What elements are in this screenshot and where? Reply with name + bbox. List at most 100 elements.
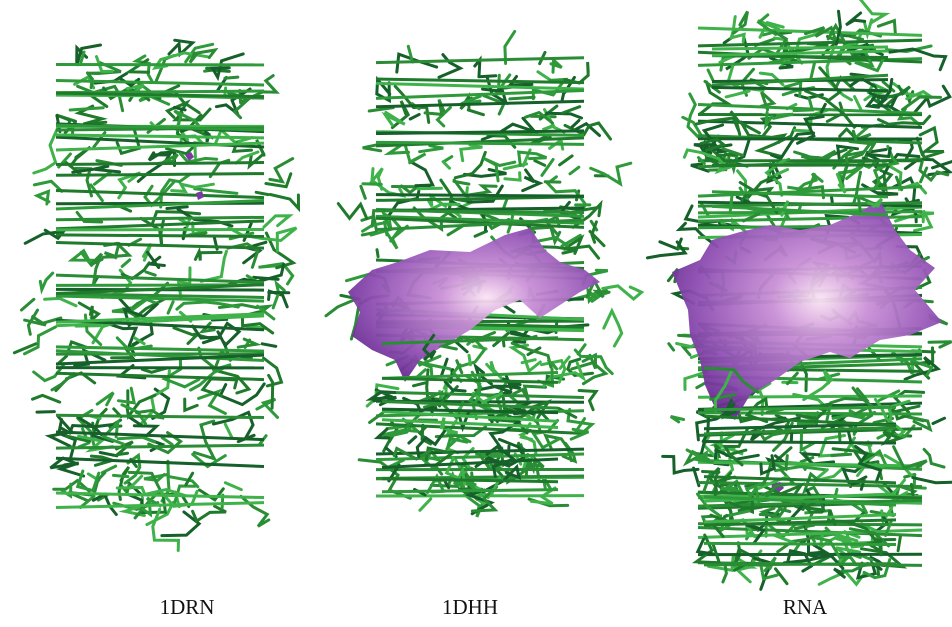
bond <box>257 399 278 417</box>
bond <box>912 484 914 494</box>
bond <box>37 412 54 413</box>
bond <box>195 252 221 261</box>
bond <box>118 388 134 403</box>
base-pair <box>56 275 264 282</box>
bond <box>604 311 622 346</box>
base-pair <box>376 211 584 213</box>
bond <box>169 40 193 54</box>
bond <box>759 128 795 157</box>
bond <box>61 463 84 476</box>
bond <box>97 393 113 405</box>
bond <box>167 207 187 209</box>
bond <box>179 268 191 298</box>
bond <box>185 399 198 410</box>
bond <box>775 448 791 462</box>
bond <box>523 170 540 191</box>
base-pair <box>56 415 264 417</box>
bond <box>933 418 945 423</box>
bond <box>410 114 419 119</box>
bond <box>487 361 504 380</box>
bond <box>369 108 393 111</box>
bond <box>542 160 553 176</box>
bond <box>787 175 814 191</box>
bond <box>168 302 173 313</box>
bond <box>570 167 579 174</box>
bond <box>45 298 76 305</box>
bond <box>510 97 534 99</box>
bond <box>70 108 103 110</box>
bond <box>671 417 684 422</box>
bond <box>468 110 483 115</box>
base-pair <box>376 83 584 89</box>
bond <box>405 145 425 163</box>
bond <box>929 342 952 347</box>
panel-label: RNA <box>783 595 828 619</box>
bond <box>703 472 719 473</box>
bond <box>893 178 915 200</box>
base-pair <box>704 543 896 544</box>
bond <box>118 437 154 442</box>
base-pair <box>56 174 264 176</box>
bond <box>220 384 264 405</box>
figure: 1DRN 1DHH RNA <box>0 0 952 627</box>
bond <box>79 303 98 320</box>
bond <box>878 21 895 33</box>
bond <box>408 46 412 62</box>
bond <box>203 379 237 396</box>
bond <box>392 186 417 193</box>
bond <box>420 499 431 511</box>
bond <box>915 86 950 112</box>
bond <box>225 424 232 438</box>
bond <box>370 413 384 423</box>
panel-label: 1DHH <box>442 595 498 619</box>
base-pair <box>56 80 264 84</box>
bond <box>114 475 128 476</box>
bond <box>562 107 579 113</box>
bond <box>174 328 196 344</box>
bond <box>414 383 425 386</box>
base-pair <box>704 564 896 565</box>
bond <box>898 535 901 551</box>
bond <box>443 162 449 169</box>
bond <box>418 188 441 189</box>
bond <box>326 300 355 316</box>
bond <box>699 158 705 164</box>
base-pair <box>56 445 264 448</box>
base-pair <box>712 87 888 90</box>
bond <box>503 305 514 312</box>
bond <box>579 391 596 410</box>
bond <box>40 273 52 290</box>
bond <box>22 299 34 310</box>
bond <box>846 13 865 25</box>
bond <box>241 496 269 526</box>
bond <box>264 216 290 227</box>
bond <box>214 370 249 393</box>
bond <box>568 410 592 432</box>
base-pair <box>376 142 584 144</box>
base-pair <box>712 47 888 49</box>
base-pair <box>382 378 558 382</box>
bond <box>122 260 130 267</box>
bond <box>560 156 573 165</box>
bond <box>338 204 367 219</box>
bond <box>363 184 381 185</box>
bond <box>372 169 403 196</box>
surface-1dhh <box>348 228 600 382</box>
bond <box>551 60 562 72</box>
bond <box>565 62 588 83</box>
base-pair <box>376 195 584 197</box>
bond <box>262 344 276 347</box>
bond <box>409 437 416 443</box>
bond <box>445 382 465 391</box>
bond <box>225 77 238 78</box>
bond <box>913 478 952 483</box>
bond <box>200 489 224 500</box>
page: 1DRN 1DHH RNA (() => { const data = JSON… <box>0 0 952 627</box>
bond <box>431 368 432 375</box>
bond <box>461 145 483 161</box>
bond <box>201 251 226 281</box>
bond <box>832 454 851 455</box>
bond <box>924 449 944 467</box>
base-pair <box>56 458 264 466</box>
bond <box>361 186 365 198</box>
